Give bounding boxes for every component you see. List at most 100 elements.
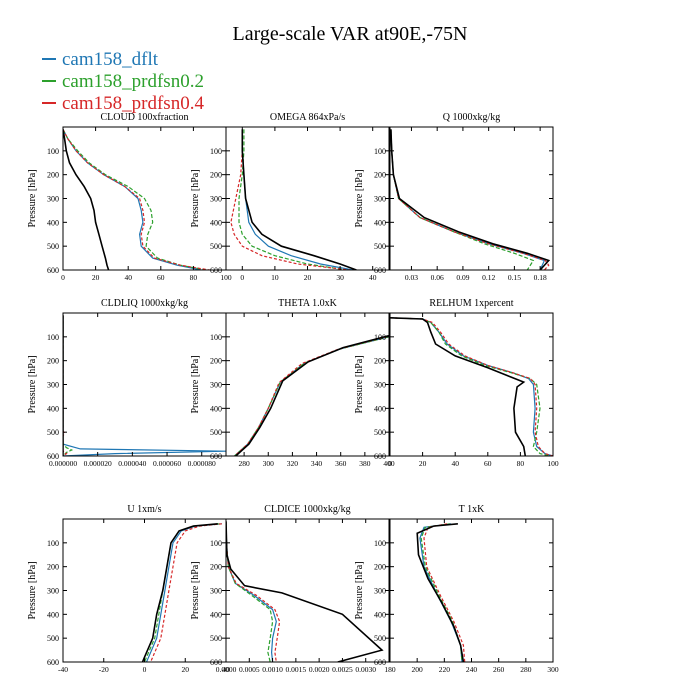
y-tick-label: 200 <box>47 171 59 180</box>
x-tick-label: 0 <box>240 273 244 282</box>
y-tick-label: 200 <box>47 357 59 366</box>
y-tick-label: 300 <box>374 381 386 390</box>
series-group <box>230 129 357 270</box>
legend-entry: cam158_prdfsn0.2 <box>42 71 204 92</box>
x-tick-label: 200 <box>412 665 424 674</box>
y-tick-label: 600 <box>47 658 59 667</box>
y-tick-label: 400 <box>210 404 222 413</box>
x-tick-label: 320 <box>287 459 299 468</box>
y-tick-label: 500 <box>374 242 386 251</box>
y-tick-label: 500 <box>47 428 59 437</box>
panel-title: Q 1000xkg/kg <box>443 112 501 123</box>
series-line <box>235 334 389 456</box>
x-tick-label: 80 <box>517 459 525 468</box>
x-tick-label: 40 <box>451 459 459 468</box>
y-tick-label: 100 <box>374 333 386 342</box>
series-line <box>390 317 553 456</box>
x-tick-label: -40 <box>58 665 68 674</box>
y-axis-label: Pressure [hPa] <box>354 561 365 619</box>
series-line <box>390 317 527 456</box>
x-tick-label: 0.000060 <box>153 459 181 468</box>
y-axis-label: Pressure [hPa] <box>354 169 365 227</box>
y-tick-label: 600 <box>210 266 222 275</box>
y-tick-label: 300 <box>374 195 386 204</box>
y-tick-label: 300 <box>47 195 59 204</box>
x-tick-label: 400 <box>383 459 395 468</box>
x-tick-label: 0 <box>388 459 392 468</box>
y-tick-label: 300 <box>47 587 59 596</box>
y-tick-label: 600 <box>210 452 222 461</box>
x-tick-label: 100 <box>220 273 232 282</box>
x-tick-label: 0.0000 <box>216 665 237 674</box>
legend-entry: cam158_dflt <box>42 49 159 70</box>
x-tick-label: 60 <box>157 273 165 282</box>
x-tick-label: 0.000000 <box>49 459 77 468</box>
x-tick-label: 20 <box>419 459 427 468</box>
series-line <box>63 129 110 270</box>
y-tick-label: 100 <box>374 539 386 548</box>
y-tick-label: 300 <box>374 587 386 596</box>
series-line <box>63 315 68 456</box>
legend-entry: cam158_prdfsn0.4 <box>42 93 204 114</box>
series-line <box>63 129 210 270</box>
x-tick-label: 380 <box>359 459 371 468</box>
y-axis-label: Pressure [hPa] <box>27 169 38 227</box>
x-tick-label: 300 <box>263 459 275 468</box>
y-tick-label: 500 <box>47 634 59 643</box>
series-line <box>390 129 550 270</box>
series-line <box>63 129 202 270</box>
series-line <box>226 521 281 662</box>
x-tick-label: 180 <box>384 665 396 674</box>
x-tick-label: 0.0020 <box>309 665 330 674</box>
legend-label: cam158_dflt <box>62 49 159 70</box>
series-group <box>63 129 210 270</box>
legend: cam158_dflt cam158_prdfsn0.2 cam158_prdf… <box>42 49 204 114</box>
y-tick-label: 500 <box>210 634 222 643</box>
series-group <box>63 315 226 456</box>
y-tick-label: 200 <box>210 563 222 572</box>
y-tick-label: 500 <box>374 428 386 437</box>
y-axis-label: Pressure [hPa] <box>27 355 38 413</box>
y-tick-label: 200 <box>210 171 222 180</box>
y-tick-label: 600 <box>47 452 59 461</box>
x-tick-label: 0.18 <box>534 273 547 282</box>
series-line <box>420 523 463 662</box>
x-tick-label: 0.0005 <box>239 665 260 674</box>
series-line <box>63 315 226 456</box>
x-tick-label: 30 <box>336 273 344 282</box>
panel: THETA 1.0xK Pressure [hPa] 100 200 300 400 500… <box>190 298 395 468</box>
x-tick-label: 40 <box>369 273 377 282</box>
y-tick-label: 300 <box>210 381 222 390</box>
y-tick-label: 100 <box>210 539 222 548</box>
panel: Q 1000xkg/kg Pressure [hPa] 100 200 300 400 50… <box>354 112 554 282</box>
legend-label: cam158_prdfsn0.4 <box>62 93 204 114</box>
panel: CLDICE 1000xkg/kg Pressure [hPa] 100 200 300… <box>190 504 390 674</box>
y-tick-label: 600 <box>374 452 386 461</box>
y-tick-label: 200 <box>210 357 222 366</box>
x-tick-label: 0.0010 <box>262 665 283 674</box>
figure-title: Large-scale VAR at90E,-75N <box>233 23 468 45</box>
y-tick-label: 600 <box>47 266 59 275</box>
series-line <box>416 523 465 662</box>
series-group <box>226 521 384 662</box>
panel-title: U 1xm/s <box>127 504 161 515</box>
series-line <box>390 129 551 270</box>
x-tick-label: 80 <box>190 273 198 282</box>
plot-frame <box>389 312 554 457</box>
plot-frame <box>389 126 554 271</box>
series-line <box>141 523 218 662</box>
y-tick-label: 200 <box>47 563 59 572</box>
y-tick-label: 200 <box>374 563 386 572</box>
x-tick-label: 240 <box>466 665 478 674</box>
y-axis-label: Pressure [hPa] <box>190 169 201 227</box>
x-tick-label: 260 <box>493 665 505 674</box>
x-tick-label: 0.0015 <box>286 665 307 674</box>
y-tick-label: 300 <box>210 587 222 596</box>
series-line <box>226 521 384 662</box>
x-tick-label: 0.06 <box>431 273 444 282</box>
panel: T 1xK Pressure [hPa] 100 200 300 400 500 600180… <box>354 504 559 674</box>
